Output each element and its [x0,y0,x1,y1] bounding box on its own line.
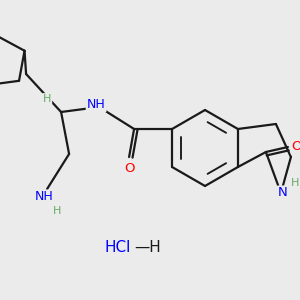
Text: N: N [278,187,288,200]
Text: H: H [53,206,61,216]
Text: NH: NH [87,98,106,112]
Text: H: H [43,94,51,104]
Text: H: H [291,178,299,188]
Text: O: O [124,163,134,176]
Text: NH: NH [35,190,53,203]
Text: —H: —H [135,241,161,256]
Text: O: O [292,140,300,154]
Text: HCl: HCl [105,241,131,256]
